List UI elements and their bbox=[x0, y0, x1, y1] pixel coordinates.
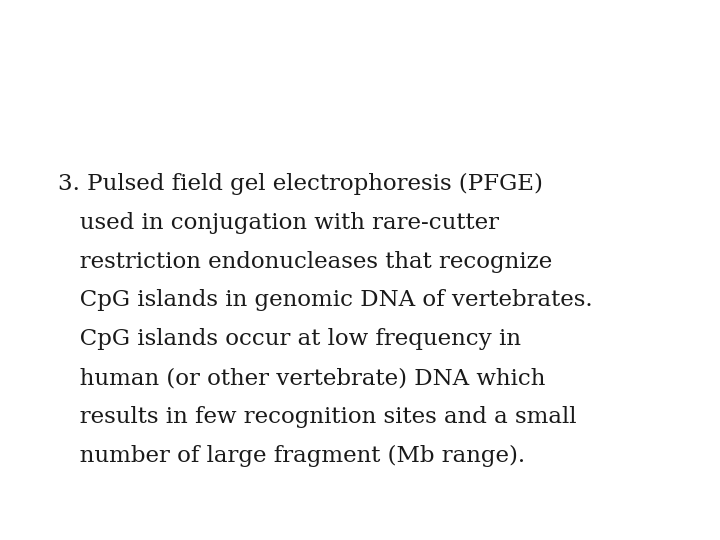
Text: results in few recognition sites and a small: results in few recognition sites and a s… bbox=[58, 406, 576, 428]
Text: number of large fragment (Mb range).: number of large fragment (Mb range). bbox=[58, 445, 525, 467]
Text: CpG islands occur at low frequency in: CpG islands occur at low frequency in bbox=[58, 328, 521, 350]
Text: human (or other vertebrate) DNA which: human (or other vertebrate) DNA which bbox=[58, 367, 545, 389]
Text: CpG islands in genomic DNA of vertebrates.: CpG islands in genomic DNA of vertebrate… bbox=[58, 289, 593, 312]
Text: restriction endonucleases that recognize: restriction endonucleases that recognize bbox=[58, 251, 552, 273]
Text: used in conjugation with rare-cutter: used in conjugation with rare-cutter bbox=[58, 212, 498, 234]
Text: 3. Pulsed field gel electrophoresis (PFGE): 3. Pulsed field gel electrophoresis (PFG… bbox=[58, 173, 542, 195]
